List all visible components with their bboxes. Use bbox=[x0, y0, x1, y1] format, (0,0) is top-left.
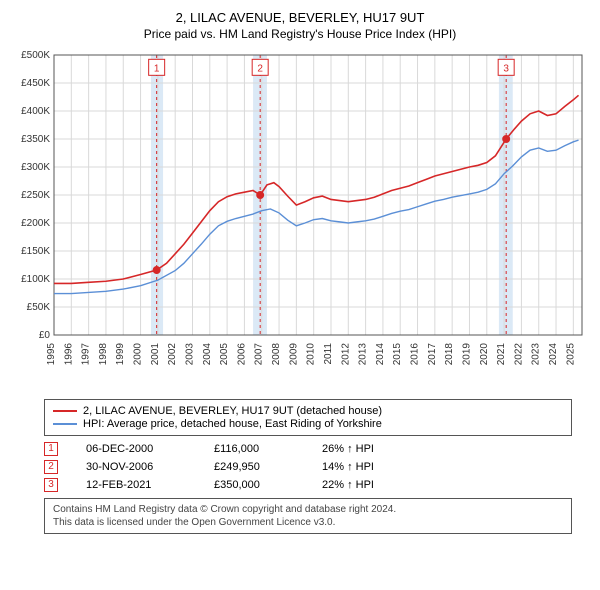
x-tick-label: 2003 bbox=[184, 343, 195, 366]
sales-row: 3 12-FEB-2021 £350,000 22% ↑ HPI bbox=[44, 478, 592, 492]
x-tick-label: 2020 bbox=[479, 343, 490, 366]
attribution-box: Contains HM Land Registry data © Crown c… bbox=[44, 498, 572, 534]
y-tick-label: £0 bbox=[39, 330, 51, 341]
x-tick-label: 2001 bbox=[150, 343, 161, 366]
x-tick-label: 2022 bbox=[513, 343, 524, 366]
sales-row: 1 06-DEC-2000 £116,000 26% ↑ HPI bbox=[44, 442, 592, 456]
x-tick-label: 2018 bbox=[444, 343, 455, 366]
chart-title: 2, LILAC AVENUE, BEVERLEY, HU17 9UT bbox=[8, 10, 592, 25]
sale-label-num: 3 bbox=[503, 63, 509, 74]
x-tick-label: 1998 bbox=[98, 343, 109, 366]
sales-pct: 22% ↑ HPI bbox=[322, 479, 412, 491]
sales-date: 06-DEC-2000 bbox=[86, 443, 186, 455]
sales-price: £350,000 bbox=[214, 479, 294, 491]
sales-date: 30-NOV-2006 bbox=[86, 461, 186, 473]
x-tick-label: 2007 bbox=[254, 343, 265, 366]
x-tick-label: 1996 bbox=[63, 343, 74, 366]
chart-area: £0 £50K £100K £150K £200K £250K £300K £350K £400… bbox=[8, 49, 592, 389]
y-tick-label: £200K bbox=[21, 218, 50, 229]
x-tick-label: 2019 bbox=[461, 343, 472, 366]
x-tick-label: 2017 bbox=[427, 343, 438, 366]
attribution-line2: This data is licensed under the Open Gov… bbox=[53, 516, 563, 529]
x-tick-label: 2014 bbox=[375, 343, 386, 366]
y-tick-label: £350K bbox=[21, 134, 50, 145]
legend-swatch bbox=[53, 410, 77, 412]
x-tick-label: 1999 bbox=[115, 343, 126, 366]
legend-row: 2, LILAC AVENUE, BEVERLEY, HU17 9UT (det… bbox=[53, 405, 563, 417]
x-tick-label: 1997 bbox=[81, 343, 92, 366]
legend-row: HPI: Average price, detached house, East… bbox=[53, 418, 563, 430]
x-tick-label: 2006 bbox=[236, 343, 247, 366]
x-tick-label: 2013 bbox=[358, 343, 369, 366]
y-tick-label: £150K bbox=[21, 246, 50, 257]
x-tick-label: 2005 bbox=[219, 343, 230, 366]
chart-svg: £0 £50K £100K £150K £200K £250K £300K £350K £400… bbox=[8, 49, 592, 389]
y-tick-label: £400K bbox=[21, 106, 50, 117]
x-tick-label: 2012 bbox=[340, 343, 351, 366]
sales-pct: 26% ↑ HPI bbox=[322, 443, 412, 455]
sale-label-num: 2 bbox=[257, 63, 263, 74]
sales-pct: 14% ↑ HPI bbox=[322, 461, 412, 473]
sales-price: £116,000 bbox=[214, 443, 294, 455]
sales-date: 12-FEB-2021 bbox=[86, 479, 186, 491]
x-tick-label: 2011 bbox=[323, 343, 334, 365]
sale-dot bbox=[256, 191, 264, 199]
sales-table: 1 06-DEC-2000 £116,000 26% ↑ HPI 2 30-NOV-200… bbox=[44, 442, 592, 492]
y-tick-label: £500K bbox=[21, 50, 50, 61]
sale-dot bbox=[502, 135, 510, 143]
legend-swatch bbox=[53, 423, 77, 425]
legend-label: 2, LILAC AVENUE, BEVERLEY, HU17 9UT (det… bbox=[83, 405, 382, 417]
x-tick-label: 2024 bbox=[548, 343, 559, 366]
x-tick-label: 2010 bbox=[306, 343, 317, 366]
y-tick-label: £300K bbox=[21, 162, 50, 173]
legend-box: 2, LILAC AVENUE, BEVERLEY, HU17 9UT (det… bbox=[44, 399, 572, 436]
x-tick-label: 2002 bbox=[167, 343, 178, 366]
x-tick-label: 2016 bbox=[410, 343, 421, 366]
legend-label: HPI: Average price, detached house, East… bbox=[83, 418, 382, 430]
y-tick-label: £100K bbox=[21, 274, 50, 285]
sales-marker: 3 bbox=[44, 478, 58, 492]
y-tick-label: £450K bbox=[21, 78, 50, 89]
x-tick-label: 2023 bbox=[531, 343, 542, 366]
x-tick-label: 2009 bbox=[288, 343, 299, 366]
x-tick-label: 1995 bbox=[46, 343, 57, 366]
attribution-line1: Contains HM Land Registry data © Crown c… bbox=[53, 503, 563, 516]
sales-marker: 2 bbox=[44, 460, 58, 474]
x-tick-label: 2008 bbox=[271, 343, 282, 366]
x-tick-label: 2004 bbox=[202, 343, 213, 366]
x-tick-label: 2015 bbox=[392, 343, 403, 366]
sales-row: 2 30-NOV-2006 £249,950 14% ↑ HPI bbox=[44, 460, 592, 474]
sales-price: £249,950 bbox=[214, 461, 294, 473]
y-tick-label: £50K bbox=[27, 302, 51, 313]
sales-marker: 1 bbox=[44, 442, 58, 456]
x-tick-label: 2000 bbox=[133, 343, 144, 366]
x-tick-label: 2025 bbox=[565, 343, 576, 366]
sale-label-num: 1 bbox=[154, 63, 160, 74]
chart-subtitle: Price paid vs. HM Land Registry's House … bbox=[8, 27, 592, 41]
y-tick-label: £250K bbox=[21, 190, 50, 201]
x-tick-label: 2021 bbox=[496, 343, 507, 366]
sale-dot bbox=[153, 266, 161, 274]
